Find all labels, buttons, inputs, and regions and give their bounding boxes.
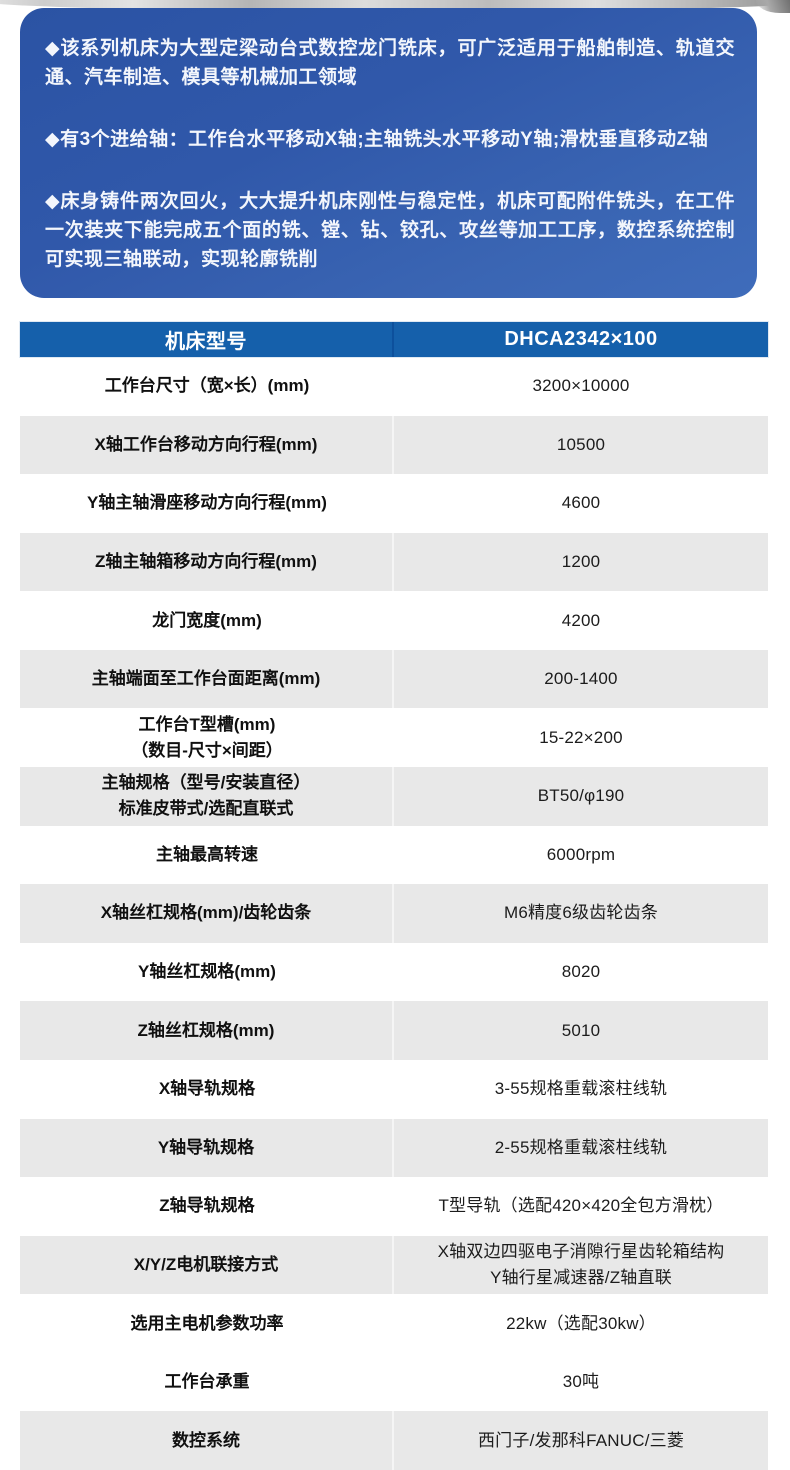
table-row: X轴工作台移动方向行程(mm) 10500 [20,415,768,475]
spec-label: 主轴最高转速 [156,844,258,864]
table-row: X轴丝杠规格(mm)/齿轮齿条 M6精度6级齿轮齿条 [20,884,768,943]
spec-value: 2-55规格重载滚柱线轨 [494,1137,668,1157]
table-row: Y轴主轴滑座移动方向行程(mm) 4600 [20,474,768,533]
spec-label: Z轴主轴箱移动方向行程(mm) [20,532,394,592]
spec-value: BT50/φ190 [537,786,625,806]
spec-label: Y轴主轴滑座移动方向行程(mm) [87,493,327,513]
table-row: 主轴最高转速 6000rpm [20,826,768,885]
spec-label: 主轴端面至工作台面距离(mm) [20,649,394,709]
table-row: X轴导轨规格 3-55规格重载滚柱线轨 [20,1060,768,1119]
table-row: 龙门宽度(mm) 4200 [20,591,768,650]
spec-table-body: 工作台尺寸（宽×长）(mm) 3200×10000 X轴工作台移动方向行程(mm) 1… [20,357,768,1470]
table-row: 数控系统 西门子/发那科FANUC/三菱 [20,1411,768,1470]
table-row: 工作台T型槽(mm) （数目-尺寸×间距） 15-22×200 [20,708,768,767]
spec-value: 4200 [561,610,601,630]
spec-label: X轴工作台移动方向行程(mm) [20,415,394,475]
table-row: Y轴丝杠规格(mm) 8020 [20,943,768,1002]
table-row: Z轴导轨规格 T型导轨（选配420×420全包方滑枕） [20,1177,768,1236]
spec-label: 工作台尺寸（宽×长）(mm) [104,376,310,396]
spec-value: 3-55规格重载滚柱线轨 [494,1079,668,1099]
table-row: 主轴端面至工作台面距离(mm) 200-1400 [20,649,768,709]
intro-bullet-3: ◆床身铸件两次回火，大大提升机床刚性与稳定性，机床可配附件铣头，在工件一次装夹下… [45,191,735,270]
spec-value: 西门子/发那科FANUC/三菱 [477,1430,685,1450]
spec-value: 4600 [561,493,601,513]
table-row: Y轴导轨规格 2-55规格重载滚柱线轨 [20,1118,768,1178]
spec-value: 15-22×200 [539,727,623,747]
table-row: 选用主电机参数功率 22kw（选配30kw） [20,1294,768,1353]
header-model-label: 机床型号 [20,322,394,357]
spec-label: X轴导轨规格 [158,1079,256,1099]
spec-value: M6精度6级齿轮齿条 [503,903,659,923]
spec-label: Z轴丝杠规格(mm) [20,1001,394,1060]
spec-value: 200-1400 [544,669,618,689]
spec-label: X轴丝杠规格(mm)/齿轮齿条 [20,884,394,943]
spec-value: 3200×10000 [532,376,630,396]
spec-label: 龙门宽度(mm) [152,610,262,630]
table-row: 工作台尺寸（宽×长）(mm) 3200×10000 [20,357,768,416]
spec-value: 5010 [561,1020,601,1040]
spec-value: 10500 [556,434,606,454]
table-row: Z轴主轴箱移动方向行程(mm) 1200 [20,532,768,592]
spec-label: Z轴导轨规格 [159,1196,255,1216]
spec-label: X/Y/Z电机联接方式 [20,1235,394,1295]
spec-table-header: 机床型号 DHCA2342×100 [20,322,768,357]
table-row: 主轴规格（型号/安装直径） 标准皮带式/选配直联式 BT50/φ190 [20,767,768,826]
header-model-value: DHCA2342×100 [504,328,658,350]
spec-label: 工作台承重 [164,1372,250,1392]
table-row: X/Y/Z电机联接方式 X轴双边四驱电子消隙行星齿轮箱结构 Y轴行星减速器/Z轴直联 [20,1235,768,1295]
table-row: 工作台承重 30吨 [20,1353,768,1412]
spec-value: 30吨 [562,1372,600,1392]
intro-card: ◆该系列机床为大型定梁动台式数控龙门铣床，可广泛适用于船舶制造、轨道交通、汽车制… [20,8,757,298]
spec-value: 6000rpm [546,844,616,864]
spec-label: 数控系统 [20,1411,394,1470]
spec-value: 1200 [561,552,601,572]
table-row: Z轴丝杠规格(mm) 5010 [20,1001,768,1060]
spec-value: T型导轨（选配420×420全包方滑枕） [438,1196,724,1216]
spec-value: X轴双边四驱电子消隙行星齿轮箱结构 Y轴行星减速器/Z轴直联 [437,1241,725,1287]
spec-label: 主轴规格（型号/安装直径） 标准皮带式/选配直联式 [20,767,394,826]
spec-label: 工作台T型槽(mm) （数目-尺寸×间距） [131,714,283,760]
spec-value: 22kw（选配30kw） [506,1313,656,1333]
top-right-shadow-decoration [756,0,790,13]
spec-label: Y轴导轨规格 [20,1118,394,1178]
spec-table: 机床型号 DHCA2342×100 工作台尺寸（宽×长）(mm) 3200×100… [20,322,768,1470]
spec-label: Y轴丝杠规格(mm) [138,962,276,982]
intro-bullet-2: ◆有3个进给轴：工作台水平移动X轴;主轴铣头水平移动Y轴;滑枕垂直移动Z轴 [45,129,709,150]
intro-bullet-1: ◆该系列机床为大型定梁动台式数控龙门铣床，可广泛适用于船舶制造、轨道交通、汽车制… [45,38,735,88]
spec-label: 选用主电机参数功率 [130,1313,284,1333]
spec-value: 8020 [561,962,601,982]
